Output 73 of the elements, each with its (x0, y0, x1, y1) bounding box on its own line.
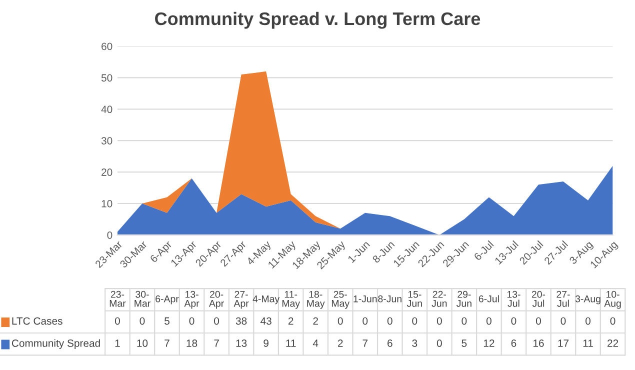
category-label: 29-Jun (456, 290, 472, 307)
y-tick-label: 20 (102, 168, 112, 176)
y-tick-label: 0 (107, 231, 112, 239)
data-label: 2 (313, 317, 318, 325)
data-label: 12 (484, 340, 494, 347)
data-label: 18 (186, 340, 198, 347)
data-label: 11 (286, 340, 296, 347)
y-tick-label: 60 (102, 42, 112, 50)
category-label: 18-May (307, 290, 325, 309)
category-label: 20-Apr (208, 290, 224, 309)
data-label: 7 (214, 340, 219, 347)
data-label: 3 (412, 340, 418, 347)
data-label: 0 (536, 317, 541, 325)
data-label: 9 (264, 340, 268, 347)
category-label: 6-Jul (478, 295, 499, 302)
category-label: 25-May (332, 290, 350, 309)
data-label: 6 (388, 340, 392, 347)
data-label: 11 (583, 340, 593, 347)
category-label: 13-Apr (184, 290, 200, 309)
data-label: 7 (164, 340, 170, 347)
category-label: 4-May (252, 296, 280, 304)
data-label: 10 (137, 340, 148, 347)
y-tick-label: 10 (102, 200, 112, 208)
category-label: 3-Aug (575, 295, 600, 304)
data-label: 0 (436, 317, 442, 325)
data-label: 22 (608, 340, 618, 347)
category-label: 10-Aug (604, 290, 621, 309)
category-label: 15-Jun (406, 290, 422, 307)
category-label: 11-May (282, 290, 300, 309)
data-label: 0 (412, 317, 418, 325)
data-label: 0 (114, 317, 120, 325)
data-label: 0 (338, 317, 343, 325)
chart-title: Community Spread v. Long Term Care (155, 12, 480, 29)
category-label: 30-Mar (134, 290, 150, 307)
category-label: 6-Apr (156, 295, 179, 304)
data-label: 38 (236, 317, 247, 325)
data-label: 1 (115, 340, 120, 347)
legend-label: Community Spread (12, 339, 100, 349)
category-label: 13-Jul (507, 290, 520, 307)
data-label: 6 (511, 340, 516, 347)
category-label: 27-Jul (556, 290, 570, 307)
data-label: 4 (312, 340, 318, 347)
data-label: 0 (462, 317, 467, 325)
data-label: 0 (586, 317, 590, 325)
data-label: 2 (338, 340, 343, 347)
data-label: 13 (236, 340, 247, 347)
category-label: 8-Jun (378, 295, 402, 302)
category-label: 22-Jun (432, 290, 447, 307)
data-label: 0 (140, 317, 145, 325)
legend-label: LTC Cases (12, 317, 62, 325)
data-label: 0 (436, 340, 442, 347)
data-label: 16 (533, 340, 544, 347)
data-label: 5 (164, 317, 170, 325)
y-tick-label: 30 (101, 137, 112, 144)
y-tick-label: 50 (101, 74, 112, 82)
category-label: 20-Jul (532, 290, 546, 307)
data-label: 43 (260, 317, 272, 325)
data-label: 0 (362, 317, 368, 325)
data-label: 0 (214, 317, 220, 325)
data-label: 5 (462, 340, 467, 347)
data-label: 0 (511, 317, 516, 325)
data-label: 17 (558, 340, 569, 347)
category-label: 27-Apr (234, 290, 249, 309)
data-label: 2 (288, 317, 294, 325)
category-label: 1-Jun (354, 296, 377, 302)
data-label: 0 (486, 317, 492, 325)
data-label: 0 (387, 317, 392, 325)
y-tick-label: 40 (101, 106, 112, 114)
data-label: 0 (189, 317, 194, 325)
data-label: 7 (362, 340, 368, 347)
category-label: 23-Mar (110, 290, 126, 307)
data-label: 0 (560, 317, 566, 325)
data-label: 0 (610, 317, 616, 325)
